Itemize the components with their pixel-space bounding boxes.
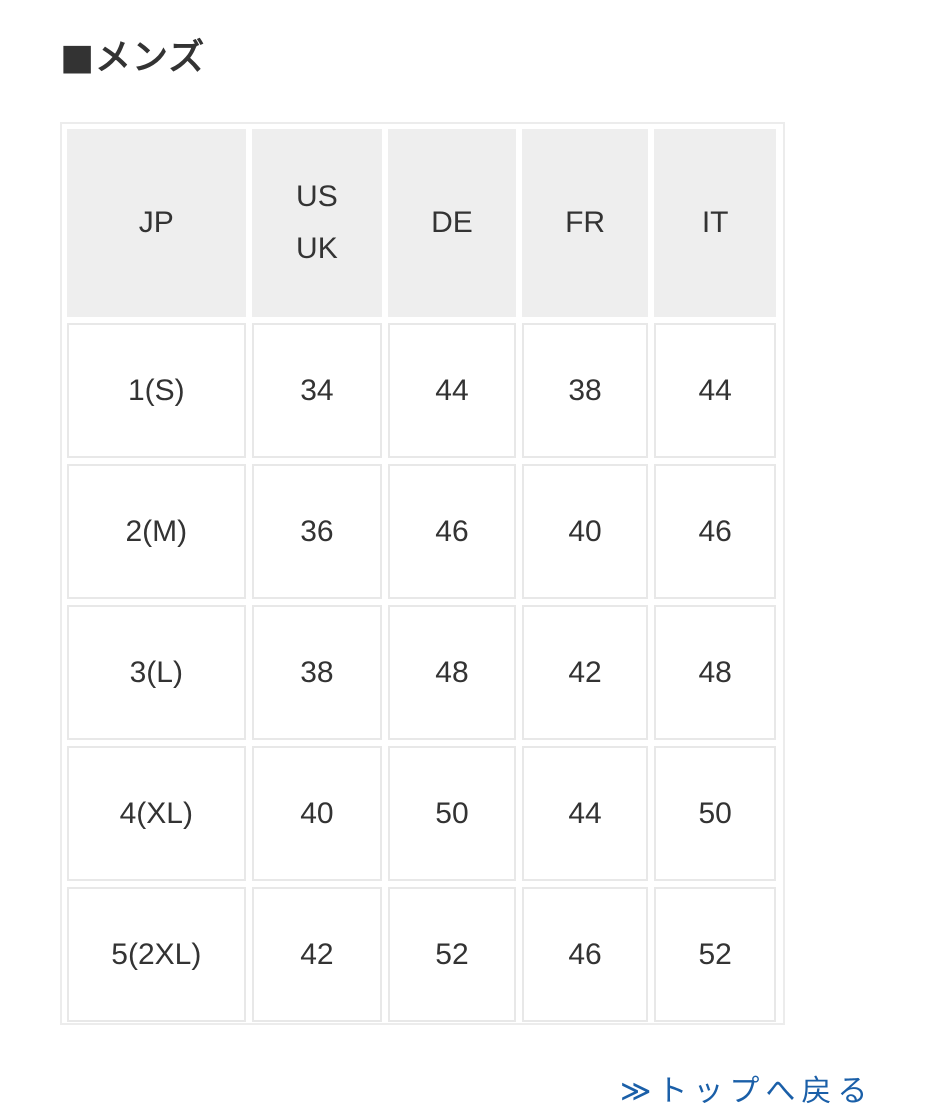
- header-label: JP: [138, 206, 174, 239]
- table-cell: 50: [654, 746, 776, 881]
- table-cell: 42: [521, 605, 649, 740]
- table-cell: 48: [388, 605, 516, 740]
- table-cell: 48: [654, 605, 776, 740]
- back-to-top-link[interactable]: ≫トップへ戻る: [620, 1074, 874, 1109]
- table-cell: 46: [388, 464, 516, 599]
- table-cell: 46: [654, 464, 776, 599]
- table-cell: 5(2XL): [67, 887, 246, 1022]
- table-cell: 44: [388, 323, 516, 458]
- table-cell: 2(M): [67, 464, 246, 599]
- table-cell: 46: [521, 887, 649, 1022]
- table-row: 5(2XL) 42 52 46 52: [67, 887, 776, 1022]
- table-row: 2(M) 36 46 40 46: [67, 464, 776, 599]
- header-label: US: [296, 180, 338, 213]
- table-cell: 38: [251, 605, 383, 740]
- table-row: 4(XL) 40 50 44 50: [67, 746, 776, 881]
- table-row: 3(L) 38 48 42 48: [67, 605, 776, 740]
- table-header-row: JP US UK DE FR IT: [67, 129, 776, 317]
- table-cell: 40: [521, 464, 649, 599]
- header-label: IT: [701, 206, 729, 239]
- header-it: IT: [654, 129, 776, 317]
- size-chart: JP US UK DE FR IT 1(S) 34 44 38 44 2(M) 36 46 40 4…: [60, 122, 785, 1025]
- table-cell: 3(L): [67, 605, 246, 740]
- table-cell: 38: [521, 323, 649, 458]
- table-cell: 4(XL): [67, 746, 246, 881]
- table-cell: 44: [521, 746, 649, 881]
- table-row: 1(S) 34 44 38 44: [67, 323, 776, 458]
- table-cell: 1(S): [67, 323, 246, 458]
- size-table: JP US UK DE FR IT 1(S) 34 44 38 44 2(M) 36 46 40 4…: [61, 123, 782, 1028]
- header-fr: FR: [521, 129, 649, 317]
- table-cell: 36: [251, 464, 383, 599]
- section-title: ■メンズ: [60, 37, 206, 78]
- header-label: DE: [431, 206, 473, 239]
- header-jp: JP: [67, 129, 246, 317]
- table-cell: 42: [251, 887, 383, 1022]
- table-cell: 52: [654, 887, 776, 1022]
- table-cell: 34: [251, 323, 383, 458]
- table-cell: 40: [251, 746, 383, 881]
- header-de: DE: [388, 129, 516, 317]
- table-cell: 44: [654, 323, 776, 458]
- header-us-uk: US UK: [251, 129, 383, 317]
- header-label: UK: [296, 232, 338, 265]
- header-label: FR: [565, 206, 606, 239]
- table-cell: 52: [388, 887, 516, 1022]
- table-cell: 50: [388, 746, 516, 881]
